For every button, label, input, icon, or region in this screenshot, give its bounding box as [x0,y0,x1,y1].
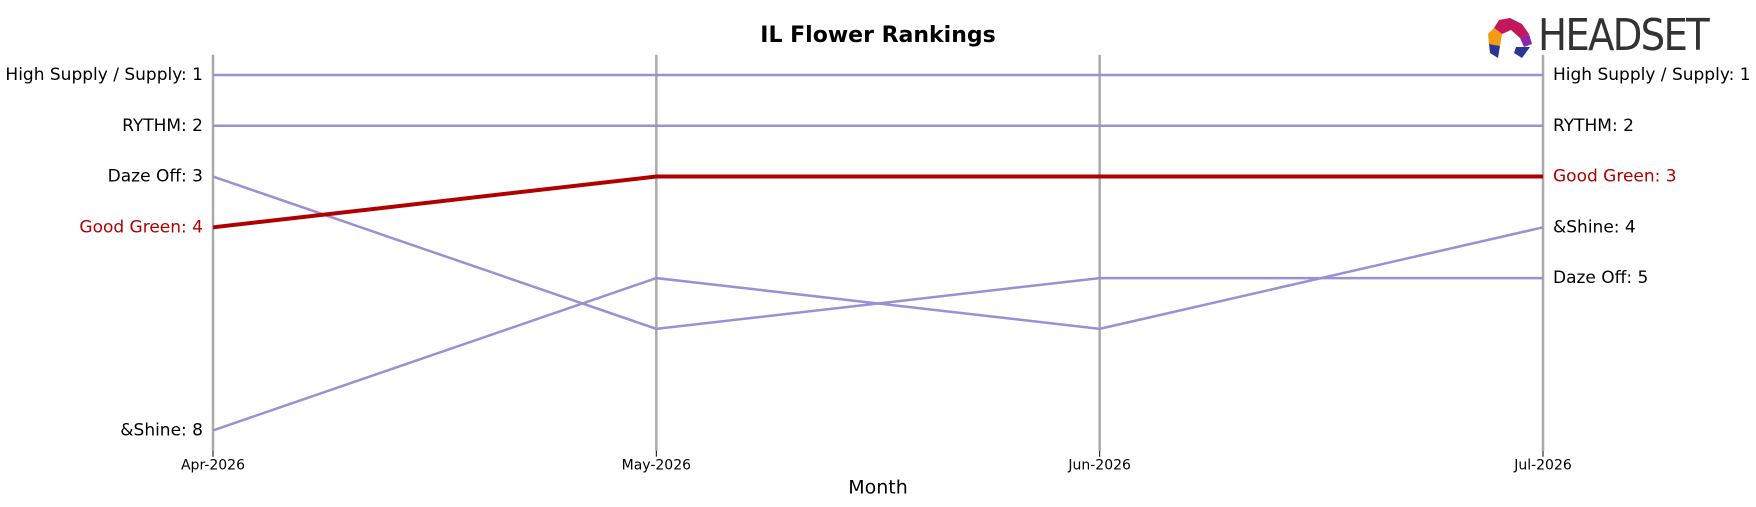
value-label: Good Green: 3 [1553,167,1677,187]
x-tick-label: Jun-2026 [1067,458,1131,474]
logo-mark [1494,18,1529,38]
logo: HEADSET [1488,10,1712,61]
x-tick-label: May-2026 [622,458,691,474]
logo-mark [1488,28,1502,46]
value-label: &Shine: 8 [120,420,203,440]
logo-text: HEADSET [1538,10,1710,61]
value-label: RYTHM: 2 [122,116,203,136]
value-label: &Shine: 4 [1553,217,1636,237]
logo-mark [1489,44,1500,58]
value-label: Good Green: 4 [79,217,203,237]
logo-mark [1520,34,1532,47]
chart-title: IL Flower Rankings [760,23,995,48]
value-label: RYTHM: 2 [1553,116,1634,136]
value-label: Daze Off: 3 [108,167,203,187]
value-label: Daze Off: 5 [1553,268,1648,288]
series-line [212,174,1543,230]
logo-mark [1514,47,1530,58]
x-tick-label: Jul-2026 [1513,458,1572,474]
series-line [212,175,1543,331]
x-axis-label: Month [848,477,908,499]
value-label: High Supply / Supply: 1 [1553,65,1751,85]
x-tick-label: Apr-2026 [181,458,245,474]
value-label: High Supply / Supply: 1 [5,65,203,85]
series-line [212,226,1544,432]
